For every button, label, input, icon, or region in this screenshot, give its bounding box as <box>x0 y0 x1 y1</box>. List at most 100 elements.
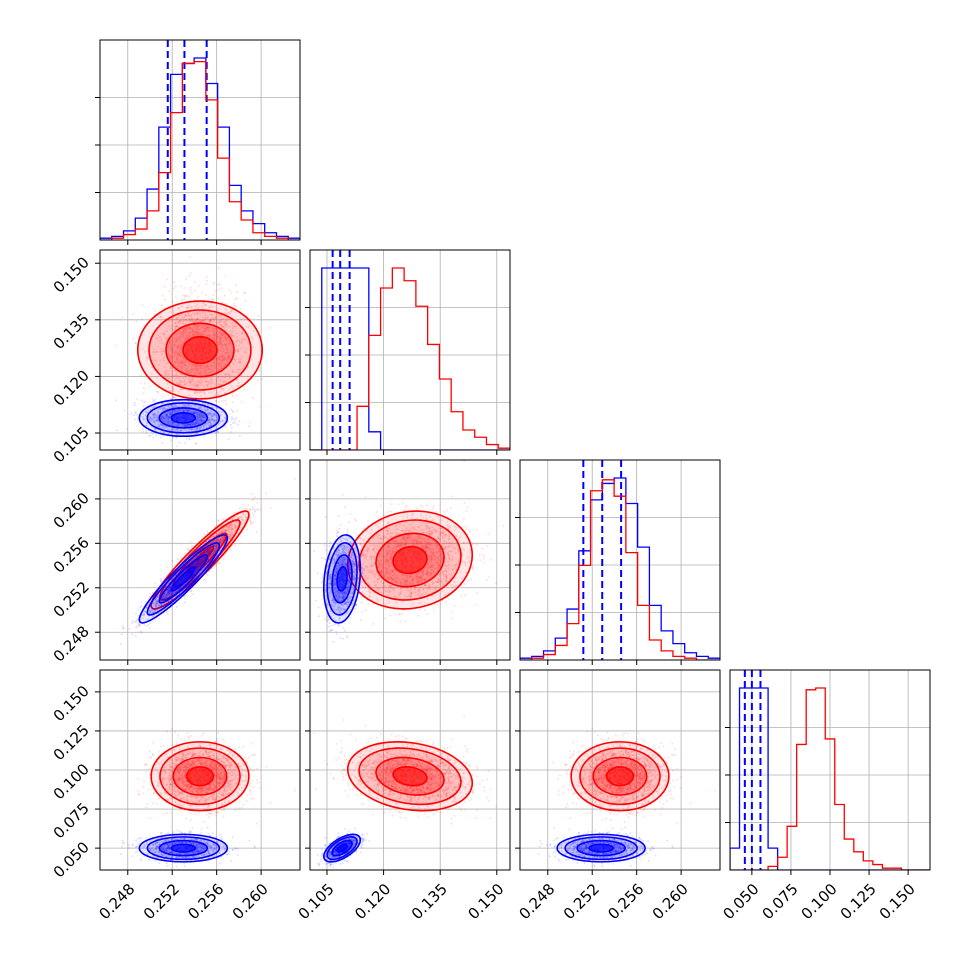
posterior-sample-point <box>180 361 183 364</box>
posterior-sample-point <box>152 351 155 354</box>
posterior-sample-point <box>183 379 186 382</box>
posterior-sample-point <box>227 343 230 346</box>
posterior-sample-point <box>197 285 200 288</box>
posterior-sample-point <box>169 365 172 368</box>
posterior-sample-point <box>152 359 155 362</box>
posterior-sample-point <box>194 331 197 334</box>
posterior-sample-point <box>188 335 191 338</box>
posterior-sample-point <box>243 338 246 341</box>
posterior-sample-point <box>196 366 199 369</box>
posterior-sample-point <box>203 324 206 327</box>
posterior-sample-point <box>199 333 202 336</box>
posterior-sample-point <box>195 381 198 384</box>
posterior-sample-point <box>222 320 225 323</box>
posterior-sample-point <box>205 365 208 368</box>
posterior-sample-point <box>202 390 205 393</box>
posterior-sample-point <box>190 331 193 334</box>
posterior-sample-point <box>222 387 225 390</box>
posterior-sample-point <box>186 320 189 323</box>
posterior-sample-point <box>216 523 219 526</box>
posterior-sample-point <box>175 397 178 400</box>
posterior-sample-point <box>188 274 191 277</box>
reference-histogram <box>730 687 930 870</box>
posterior-sample-point <box>196 334 199 337</box>
posterior-sample-point <box>203 369 206 372</box>
posterior-sample-point <box>228 355 231 358</box>
reference-sample-point <box>139 624 142 627</box>
posterior-sample-point <box>159 359 162 362</box>
reference-sample-point <box>236 527 239 530</box>
posterior-sample-point <box>228 376 231 379</box>
posterior-sample-point <box>224 373 227 376</box>
posterior-sample-point <box>234 358 237 361</box>
posterior-sample-point <box>160 350 163 353</box>
posterior-sample-point <box>185 382 188 385</box>
posterior-sample-point <box>194 319 197 322</box>
posterior-sample-point <box>186 371 189 374</box>
reference-sample-point <box>227 438 230 441</box>
posterior-sample-point <box>259 508 262 511</box>
posterior-sample-point <box>251 499 254 502</box>
posterior-sample-point <box>167 394 170 397</box>
posterior-sample-point <box>173 353 176 356</box>
posterior-sample-point <box>212 333 215 336</box>
posterior-sample-point <box>202 319 205 322</box>
posterior-sample-point <box>187 423 190 426</box>
posterior-sample-point <box>188 378 191 381</box>
posterior-sample-point <box>238 339 241 342</box>
posterior-sample-point <box>199 319 202 322</box>
posterior-sample-point <box>184 383 187 386</box>
posterior-sample-point <box>261 378 264 381</box>
posterior-sample-point <box>204 314 207 317</box>
posterior-sample-point <box>163 332 166 335</box>
posterior-sample-point <box>173 280 176 283</box>
posterior-sample-point <box>245 525 248 528</box>
posterior-sample-point <box>219 336 222 339</box>
posterior-sample-point <box>220 344 223 347</box>
reference-sample-point <box>140 601 143 604</box>
reference-sample-point <box>185 437 188 440</box>
posterior-sample-point <box>230 309 233 312</box>
posterior-sample-point <box>223 323 226 326</box>
posterior-sample-point <box>161 395 164 398</box>
posterior-sample-point <box>180 557 183 560</box>
posterior-sample-point <box>186 463 188 465</box>
posterior-sample-point <box>221 343 224 346</box>
posterior-sample-point <box>167 325 170 328</box>
posterior-sample-point <box>177 306 180 309</box>
posterior-sample-point <box>234 349 237 352</box>
posterior-sample-point <box>191 328 194 331</box>
posterior-sample-point <box>222 400 225 403</box>
posterior-sample-point <box>186 547 189 550</box>
posterior-sample-point <box>204 327 207 330</box>
posterior-sample-point <box>196 328 199 331</box>
posterior-sample-point <box>218 358 221 361</box>
posterior-sample-point <box>236 350 239 353</box>
posterior-sample-point <box>195 365 198 368</box>
posterior-sample-point <box>190 286 193 289</box>
posterior-sample-point <box>175 324 178 327</box>
posterior-sample-point <box>213 338 216 341</box>
posterior-sample-point <box>234 298 237 301</box>
posterior-sample-point <box>179 285 182 288</box>
posterior-sample-point <box>176 354 179 357</box>
posterior-sample-point <box>219 318 222 321</box>
posterior-sample-point <box>235 368 238 371</box>
posterior-sample-point <box>168 311 171 314</box>
reference-sample-point <box>155 434 158 437</box>
posterior-sample-point <box>214 315 217 318</box>
posterior-sample-point <box>197 372 200 375</box>
posterior-sample-point <box>168 377 171 380</box>
posterior-sample-point <box>269 507 272 510</box>
posterior-sample-point <box>173 369 176 372</box>
posterior-sample-point <box>235 344 238 347</box>
posterior-sample-point <box>163 356 166 359</box>
posterior-sample-point <box>210 401 213 404</box>
posterior-sample-point <box>211 320 214 323</box>
posterior-sample-point <box>196 378 199 381</box>
posterior-sample-point <box>213 389 216 392</box>
posterior-sample-point <box>198 324 201 327</box>
reference-sample-point <box>190 589 193 592</box>
posterior-sample-point <box>210 423 213 426</box>
posterior-sample-point <box>190 305 193 308</box>
